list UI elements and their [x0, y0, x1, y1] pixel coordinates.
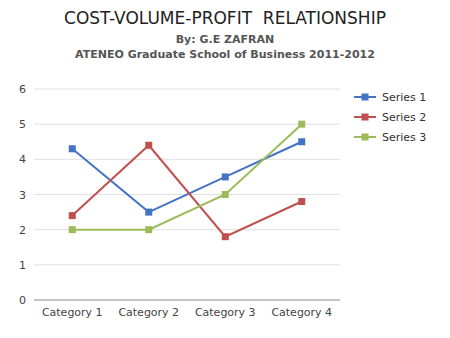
x-tick-label: Category 1: [42, 306, 103, 319]
legend-label: Series 2: [382, 111, 426, 124]
legend-label: Series 1: [382, 91, 426, 104]
y-tick-label: 5: [19, 118, 26, 131]
data-point: [69, 226, 76, 233]
grid-line: [34, 89, 340, 90]
x-tick-label: Category 4: [271, 306, 332, 319]
grid-line: [34, 264, 340, 265]
y-tick-label: 0: [19, 294, 26, 307]
grid-line: [34, 124, 340, 125]
data-point: [298, 138, 305, 145]
y-tick-label: 4: [19, 153, 26, 166]
grid-line: [34, 300, 340, 301]
legend-marker: [362, 114, 369, 121]
data-point: [222, 191, 229, 198]
subtitle: By: G.E ZAFRAN: [176, 33, 275, 46]
data-point: [145, 142, 152, 149]
legend-marker: [362, 94, 369, 101]
data-point: [298, 198, 305, 205]
subtitle: ATENEO Graduate School of Business 2011-…: [75, 48, 375, 61]
page: {"chart_data": {"type": "line", "title":…: [0, 0, 450, 338]
grid-line: [34, 159, 340, 160]
y-tick-label: 3: [19, 189, 26, 202]
legend-marker: [362, 134, 369, 141]
data-point: [69, 212, 76, 219]
y-tick-label: 1: [19, 259, 26, 272]
title: COST-VOLUME-PROFIT RELATIONSHIP: [64, 8, 386, 28]
data-point: [298, 121, 305, 128]
data-point: [145, 209, 152, 216]
data-point: [222, 173, 229, 180]
plot-area: [69, 121, 306, 241]
x-axis-line: [34, 300, 340, 301]
data-point: [222, 233, 229, 240]
legend-label: Series 3: [382, 131, 426, 144]
series-line: [72, 142, 302, 212]
chart: COST-VOLUME-PROFIT RELATIONSHIP By: G.E Z…: [0, 0, 450, 338]
x-tick-label: Category 3: [195, 306, 256, 319]
legend: Series 1 Series 2 Series 3: [354, 91, 426, 144]
series-line: [72, 124, 302, 230]
data-point: [69, 145, 76, 152]
data-point: [145, 226, 152, 233]
x-tick-label: Category 2: [118, 306, 179, 319]
y-tick-label: 2: [19, 224, 26, 237]
y-tick-label: 6: [19, 83, 26, 96]
series-line: [72, 145, 302, 236]
